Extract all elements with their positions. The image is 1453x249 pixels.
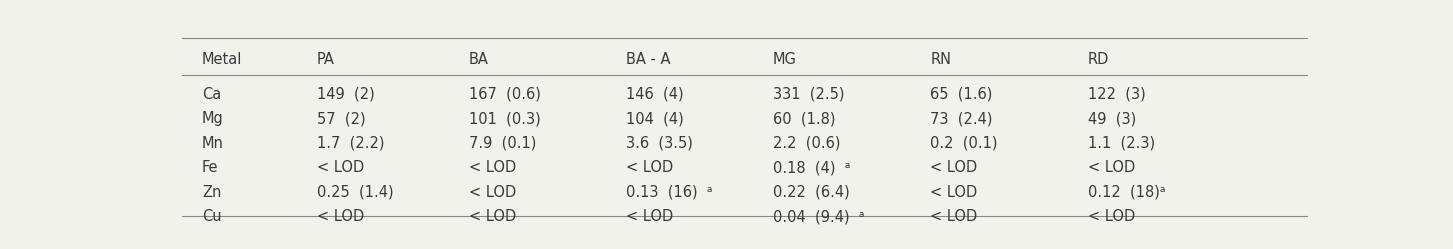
Text: Cu: Cu bbox=[202, 209, 221, 224]
Text: < LOD: < LOD bbox=[317, 160, 365, 175]
Text: < LOD: < LOD bbox=[469, 160, 516, 175]
Text: 122  (3): 122 (3) bbox=[1088, 87, 1146, 102]
Text: < LOD: < LOD bbox=[469, 209, 516, 224]
Text: 49  (3): 49 (3) bbox=[1088, 111, 1136, 126]
Text: 104  (4): 104 (4) bbox=[626, 111, 684, 126]
Text: 60  (1.8): 60 (1.8) bbox=[773, 111, 835, 126]
Text: 7.9  (0.1): 7.9 (0.1) bbox=[469, 136, 536, 151]
Text: RN: RN bbox=[930, 52, 952, 67]
Text: 0.2  (0.1): 0.2 (0.1) bbox=[930, 136, 998, 151]
Text: Mg: Mg bbox=[202, 111, 224, 126]
Text: < LOD: < LOD bbox=[317, 209, 365, 224]
Text: 2.2  (0.6): 2.2 (0.6) bbox=[773, 136, 840, 151]
Text: 0.04  (9.4)  ᵃ: 0.04 (9.4) ᵃ bbox=[773, 209, 865, 224]
Text: 1.1  (2.3): 1.1 (2.3) bbox=[1088, 136, 1155, 151]
Text: 149  (2): 149 (2) bbox=[317, 87, 375, 102]
Text: 167  (0.6): 167 (0.6) bbox=[469, 87, 541, 102]
Text: < LOD: < LOD bbox=[626, 209, 674, 224]
Text: 3.6  (3.5): 3.6 (3.5) bbox=[626, 136, 693, 151]
Text: BA: BA bbox=[469, 52, 488, 67]
Text: RD: RD bbox=[1088, 52, 1110, 67]
Text: < LOD: < LOD bbox=[930, 160, 978, 175]
Text: Metal: Metal bbox=[202, 52, 243, 67]
Text: 0.12  (18)ᵃ: 0.12 (18)ᵃ bbox=[1088, 185, 1165, 200]
Text: 146  (4): 146 (4) bbox=[626, 87, 684, 102]
Text: 1.7  (2.2): 1.7 (2.2) bbox=[317, 136, 384, 151]
Text: 101  (0.3): 101 (0.3) bbox=[469, 111, 541, 126]
Text: 73  (2.4): 73 (2.4) bbox=[930, 111, 992, 126]
Text: < LOD: < LOD bbox=[1088, 160, 1135, 175]
Text: Zn: Zn bbox=[202, 185, 221, 200]
Text: < LOD: < LOD bbox=[469, 185, 516, 200]
Text: 0.18  (4)  ᵃ: 0.18 (4) ᵃ bbox=[773, 160, 850, 175]
Text: 57  (2): 57 (2) bbox=[317, 111, 365, 126]
Text: 65  (1.6): 65 (1.6) bbox=[930, 87, 992, 102]
Text: < LOD: < LOD bbox=[1088, 209, 1135, 224]
Text: 331  (2.5): 331 (2.5) bbox=[773, 87, 844, 102]
Text: 0.22  (6.4): 0.22 (6.4) bbox=[773, 185, 850, 200]
Text: Fe: Fe bbox=[202, 160, 218, 175]
Text: Mn: Mn bbox=[202, 136, 224, 151]
Text: < LOD: < LOD bbox=[930, 185, 978, 200]
Text: < LOD: < LOD bbox=[626, 160, 674, 175]
Text: Ca: Ca bbox=[202, 87, 221, 102]
Text: < LOD: < LOD bbox=[930, 209, 978, 224]
Text: 0.13  (16)  ᵃ: 0.13 (16) ᵃ bbox=[626, 185, 713, 200]
Text: PA: PA bbox=[317, 52, 334, 67]
Text: BA - A: BA - A bbox=[626, 52, 671, 67]
Text: 0.25  (1.4): 0.25 (1.4) bbox=[317, 185, 394, 200]
Text: MG: MG bbox=[773, 52, 796, 67]
